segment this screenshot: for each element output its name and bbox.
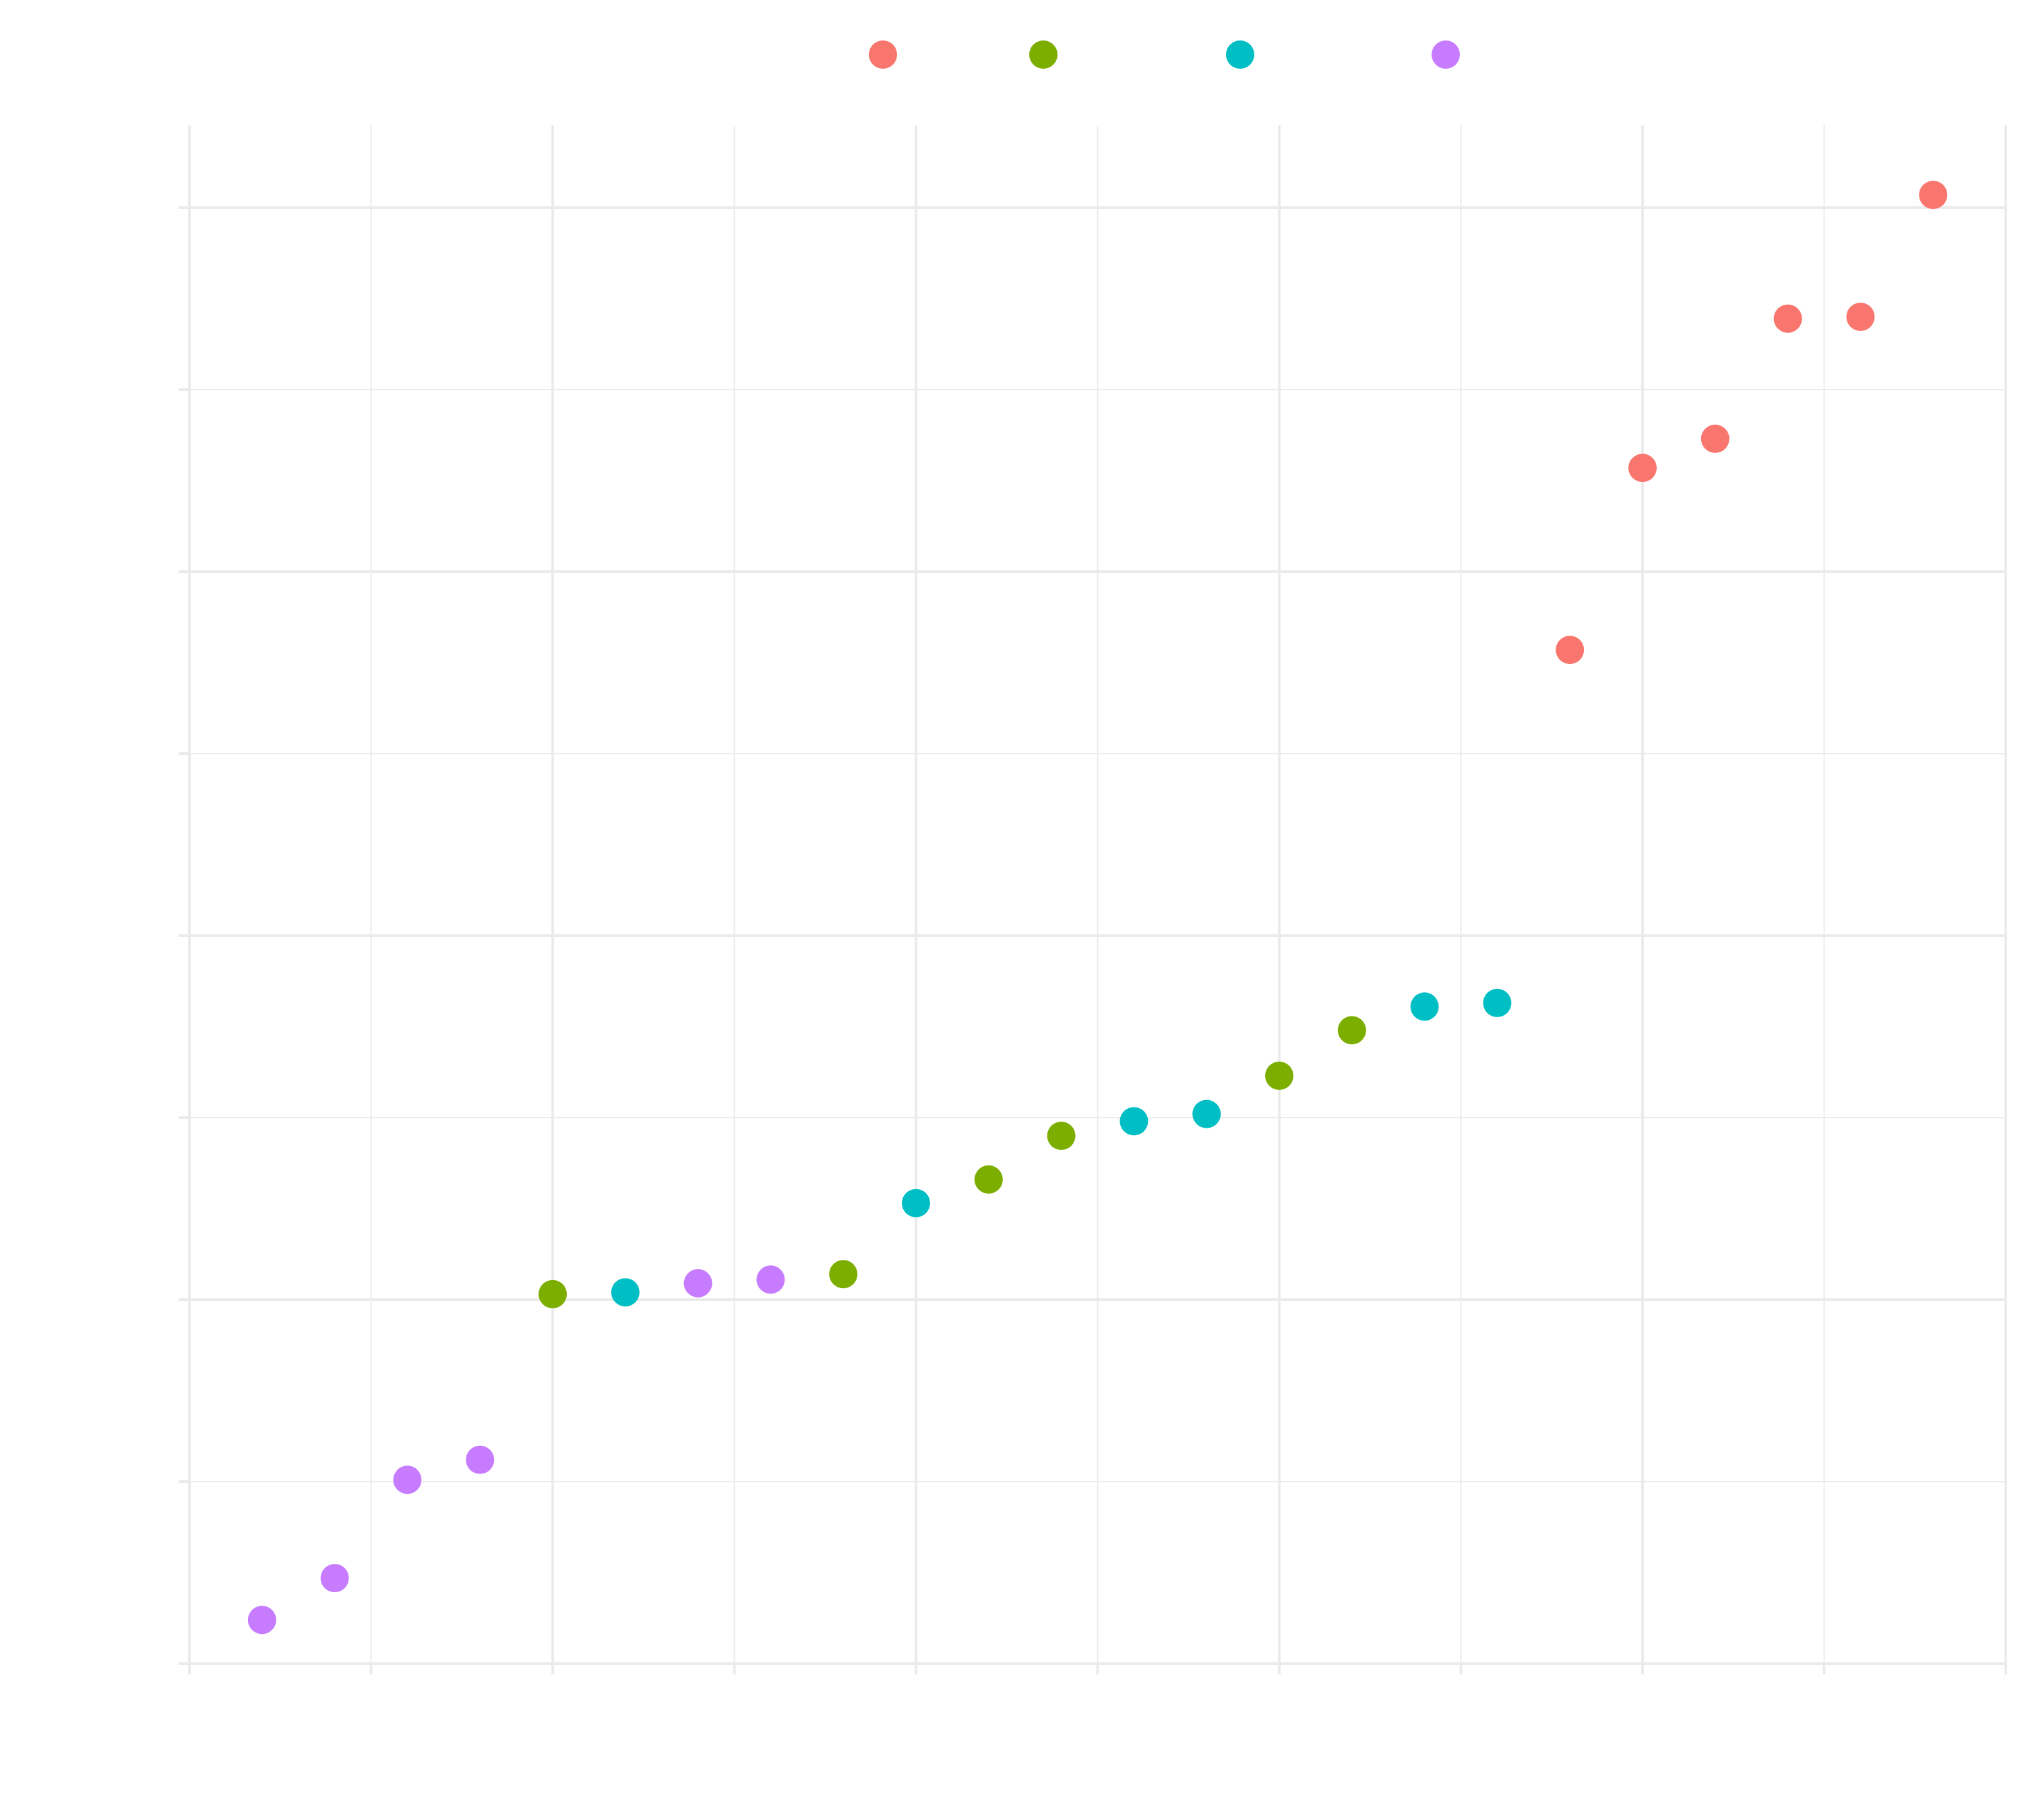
data-point-series-1 (1701, 424, 1729, 453)
data-point-series-3 (1483, 988, 1512, 1017)
data-point-series-2 (1337, 1016, 1366, 1045)
data-point-series-2 (1265, 1061, 1293, 1090)
data-point-series-1 (1846, 303, 1875, 331)
data-point-series-3 (1192, 1099, 1221, 1128)
data-point-series-1 (1919, 181, 1948, 210)
legend-key-1 (869, 40, 897, 69)
data-point-series-2 (539, 1279, 567, 1308)
legend-key-2 (1029, 40, 1058, 69)
data-point-series-3 (611, 1278, 640, 1307)
legend-key-3 (1226, 40, 1254, 69)
data-point-series-3 (1410, 992, 1439, 1021)
data-point-series-3 (1120, 1107, 1148, 1136)
data-point-series-3 (902, 1188, 930, 1217)
data-point-series-4 (393, 1465, 422, 1494)
data-point-series-2 (1047, 1122, 1076, 1150)
data-point-series-4 (466, 1445, 495, 1474)
data-point-series-1 (1556, 636, 1585, 665)
data-point-series-1 (1773, 304, 1802, 333)
data-point-series-4 (756, 1265, 785, 1294)
legend-key-4 (1432, 40, 1460, 69)
data-points (247, 181, 1948, 1635)
data-point-series-4 (247, 1606, 276, 1635)
axis-ticks (179, 206, 2007, 1674)
legend (869, 40, 1460, 69)
gridlines (188, 125, 2007, 1665)
data-point-series-4 (320, 1564, 349, 1593)
data-point-series-4 (683, 1269, 712, 1298)
data-point-series-2 (829, 1260, 858, 1289)
data-point-series-2 (974, 1165, 1003, 1194)
data-point-series-1 (1628, 454, 1657, 483)
